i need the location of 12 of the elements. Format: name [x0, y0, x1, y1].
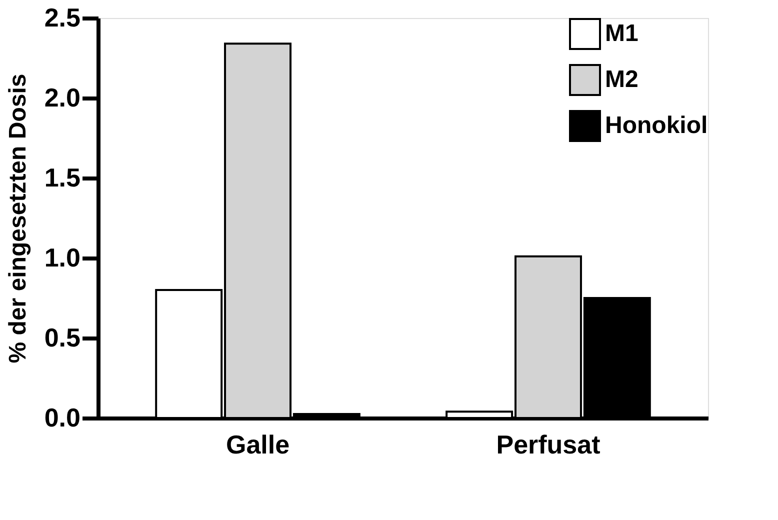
- y-tick-label: 1.5: [44, 162, 80, 192]
- legend-label: M2: [605, 66, 638, 93]
- y-tick-label: 0.0: [44, 402, 80, 432]
- y-tick-label: 2.0: [44, 82, 80, 112]
- x-tick-label: Perfusat: [496, 430, 601, 460]
- y-tick-label: 2.5: [44, 2, 80, 32]
- y-tick-label: 0.5: [44, 322, 80, 352]
- y-axis-title: % der eingesetzten Dosis: [4, 74, 32, 364]
- x-tick-label: Galle: [226, 430, 290, 460]
- y-tick-label: 1.0: [44, 242, 80, 272]
- legend-label: M1: [605, 20, 638, 47]
- legend-label: Honokiol: [605, 112, 708, 139]
